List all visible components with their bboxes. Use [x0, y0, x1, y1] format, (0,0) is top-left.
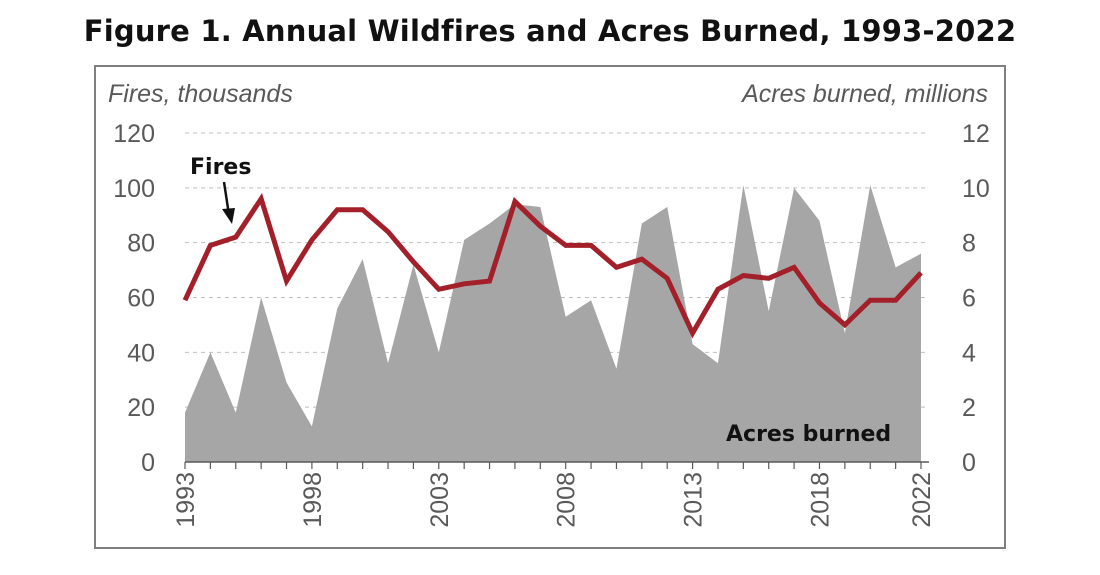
- y-left-tick-label: 100: [113, 175, 155, 203]
- axes: [184, 461, 929, 469]
- y-right-tick-label: 12: [962, 120, 990, 148]
- y-left-axis-label: Fires, thousands: [108, 80, 293, 108]
- y-left-tick-label: 120: [113, 120, 155, 148]
- acres-burned-area: [185, 185, 921, 462]
- y-right-tick-label: 4: [962, 339, 976, 367]
- x-tick-label: 1998: [299, 472, 327, 528]
- x-tick-label: 2018: [806, 472, 834, 528]
- y-right-axis-label: Acres burned, millions: [740, 80, 988, 108]
- acres-area-layer: [185, 185, 921, 462]
- y-right-tick-label: 0: [962, 449, 976, 477]
- y-left-tick-label: 20: [127, 394, 155, 422]
- y-right-tick-label: 2: [962, 394, 976, 422]
- fires-line: [182, 193, 923, 339]
- tick-labels: 0 20 40 60 80 100 120 0 2 4 6 8 10 12 1993 1998 2003 2008…: [113, 120, 990, 528]
- chart-title: Figure 1. Annual Wildfires and Acres Bur…: [83, 14, 1017, 48]
- y-left-tick-label: 60: [127, 285, 155, 313]
- y-left-tick-label: 80: [127, 230, 155, 258]
- y-left-tick-label: 0: [141, 449, 155, 477]
- x-tick-label: 2003: [426, 472, 454, 528]
- fires-annotation: Fires: [190, 155, 251, 180]
- x-tick-label: 1993: [172, 472, 200, 528]
- fires-arrow: [222, 181, 235, 224]
- fires-line-layer: [182, 193, 923, 339]
- x-tick-label: 2008: [553, 472, 581, 528]
- y-right-tick-label: 6: [962, 285, 976, 313]
- acres-annotation: Acres burned: [726, 422, 891, 447]
- y-right-tick-label: 8: [962, 230, 976, 258]
- axis-labels: Fires, thousands Acres burned, millions …: [108, 80, 988, 447]
- x-tick-label: 2013: [680, 472, 708, 528]
- x-tick-label: 2022: [908, 472, 936, 528]
- y-right-tick-label: 10: [962, 175, 990, 203]
- y-left-tick-label: 40: [127, 339, 155, 367]
